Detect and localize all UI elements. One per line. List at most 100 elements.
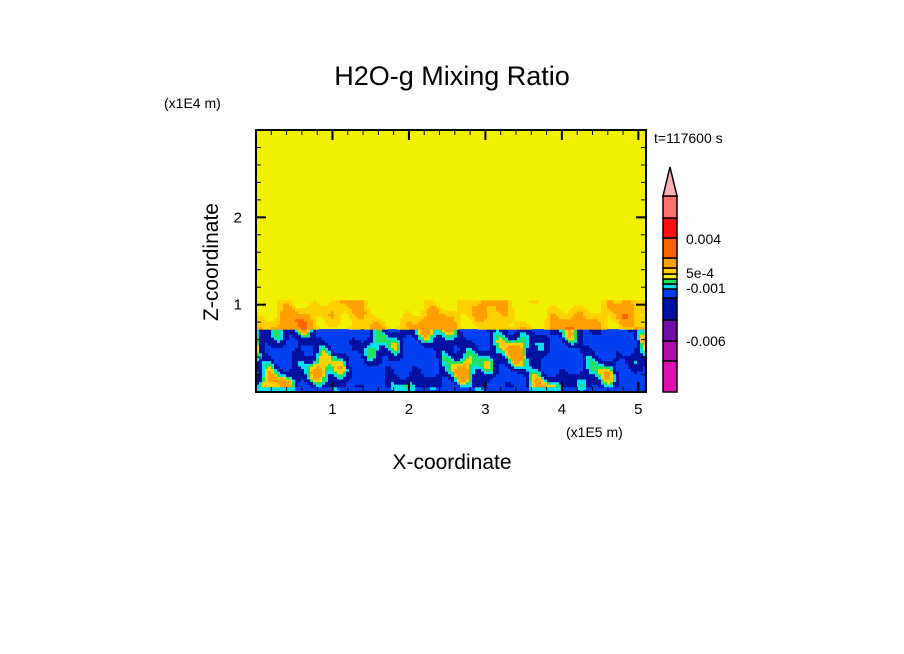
heatmap-cell (421, 342, 425, 346)
heatmap-cell (310, 376, 314, 380)
heatmap-cell (616, 386, 620, 390)
heatmap-cell (544, 323, 548, 328)
heatmap-cell (637, 326, 641, 330)
heatmap-cell (376, 373, 380, 377)
heatmap-cell (277, 381, 281, 385)
heatmap-cell (265, 360, 269, 364)
heatmap-cell (298, 329, 302, 333)
heatmap-cell (538, 376, 542, 380)
heatmap-cell (622, 357, 626, 362)
heatmap-cell (568, 331, 572, 335)
heatmap-cell (448, 339, 452, 343)
heatmap-cell (298, 344, 302, 348)
heatmap-cell (259, 376, 263, 380)
heatmap-cell (301, 339, 305, 343)
heatmap-cell (517, 323, 521, 328)
heatmap-cell (574, 368, 578, 372)
heatmap-cell (511, 310, 515, 314)
heatmap-cell (277, 321, 281, 325)
heatmap-cell (541, 344, 545, 348)
heatmap-cell (562, 378, 566, 383)
heatmap-cell (313, 365, 317, 369)
heatmap-cell (286, 318, 290, 322)
heatmap-cell (292, 376, 296, 380)
heatmap-cell (394, 342, 398, 346)
heatmap-cell (523, 365, 527, 369)
heatmap-cell (409, 329, 413, 333)
heatmap-cell (409, 323, 413, 328)
heatmap-cell (322, 363, 326, 367)
heatmap-cell (610, 376, 614, 380)
heatmap-cell (457, 381, 461, 385)
heatmap-cell (418, 352, 422, 356)
heatmap-cell (295, 326, 299, 330)
heatmap-cell (601, 337, 605, 341)
heatmap-cell (406, 355, 410, 359)
heatmap-cell (328, 363, 332, 367)
heatmap-cell (517, 378, 521, 383)
heatmap-cell (589, 334, 593, 338)
heatmap-cell (517, 365, 521, 369)
heatmap-cell (277, 342, 281, 346)
heatmap-cell (496, 339, 500, 343)
heatmap-cell (349, 376, 353, 380)
heatmap-cell (484, 318, 488, 322)
heatmap-cell (508, 321, 512, 325)
heatmap-cell (421, 331, 425, 335)
heatmap-cell (643, 384, 647, 388)
heatmap-cell (484, 302, 488, 307)
heatmap-cell (628, 316, 632, 320)
heatmap-cell (370, 344, 374, 348)
heatmap-cell (535, 378, 539, 383)
heatmap-cell (307, 321, 311, 325)
heatmap-cell (319, 352, 323, 356)
heatmap-cell (598, 313, 602, 317)
heatmap-cell (559, 384, 563, 388)
heatmap-cell (442, 310, 446, 314)
heatmap-cell (595, 363, 599, 367)
heatmap-cell (316, 329, 320, 333)
heatmap-cell (487, 363, 491, 367)
heatmap-cell (460, 305, 464, 309)
heatmap-cell (334, 318, 338, 322)
heatmap-cell (301, 334, 305, 338)
heatmap-cell (301, 308, 305, 312)
heatmap-cell (565, 378, 569, 383)
heatmap-cell (493, 384, 497, 388)
heatmap-cell (538, 331, 542, 335)
colorbar-segment (662, 237, 678, 259)
heatmap-cell (436, 347, 440, 351)
heatmap-cell (619, 321, 623, 325)
heatmap-cell (361, 339, 365, 343)
heatmap-cell (352, 350, 356, 354)
heatmap-cell (286, 313, 290, 317)
heatmap-cell (589, 381, 593, 385)
heatmap-cell (523, 378, 527, 383)
heatmap-cell (580, 321, 584, 325)
heatmap-cell (361, 371, 365, 375)
heatmap-cell (271, 371, 275, 375)
heatmap-cell (622, 342, 626, 346)
heatmap-cell (346, 360, 350, 364)
heatmap-cell (316, 360, 320, 364)
heatmap-cell (595, 342, 599, 346)
heatmap-cell (256, 363, 260, 367)
heatmap-cell (313, 331, 317, 335)
heatmap-cell (256, 350, 260, 354)
heatmap-cell (634, 318, 638, 322)
heatmap-cell (403, 357, 407, 362)
heatmap-cell (319, 357, 323, 362)
heatmap-cell (568, 386, 572, 390)
heatmap-cell (490, 344, 494, 348)
heatmap-cell (607, 381, 611, 385)
heatmap-cell (361, 308, 365, 312)
heatmap-cell (430, 323, 434, 328)
heatmap-cell (463, 350, 467, 354)
heatmap-cell (580, 310, 584, 314)
heatmap-cell (352, 371, 356, 375)
heatmap-cell (433, 339, 437, 343)
heatmap-cell (376, 384, 380, 388)
heatmap-cell (559, 381, 563, 385)
heatmap-cell (340, 302, 344, 307)
